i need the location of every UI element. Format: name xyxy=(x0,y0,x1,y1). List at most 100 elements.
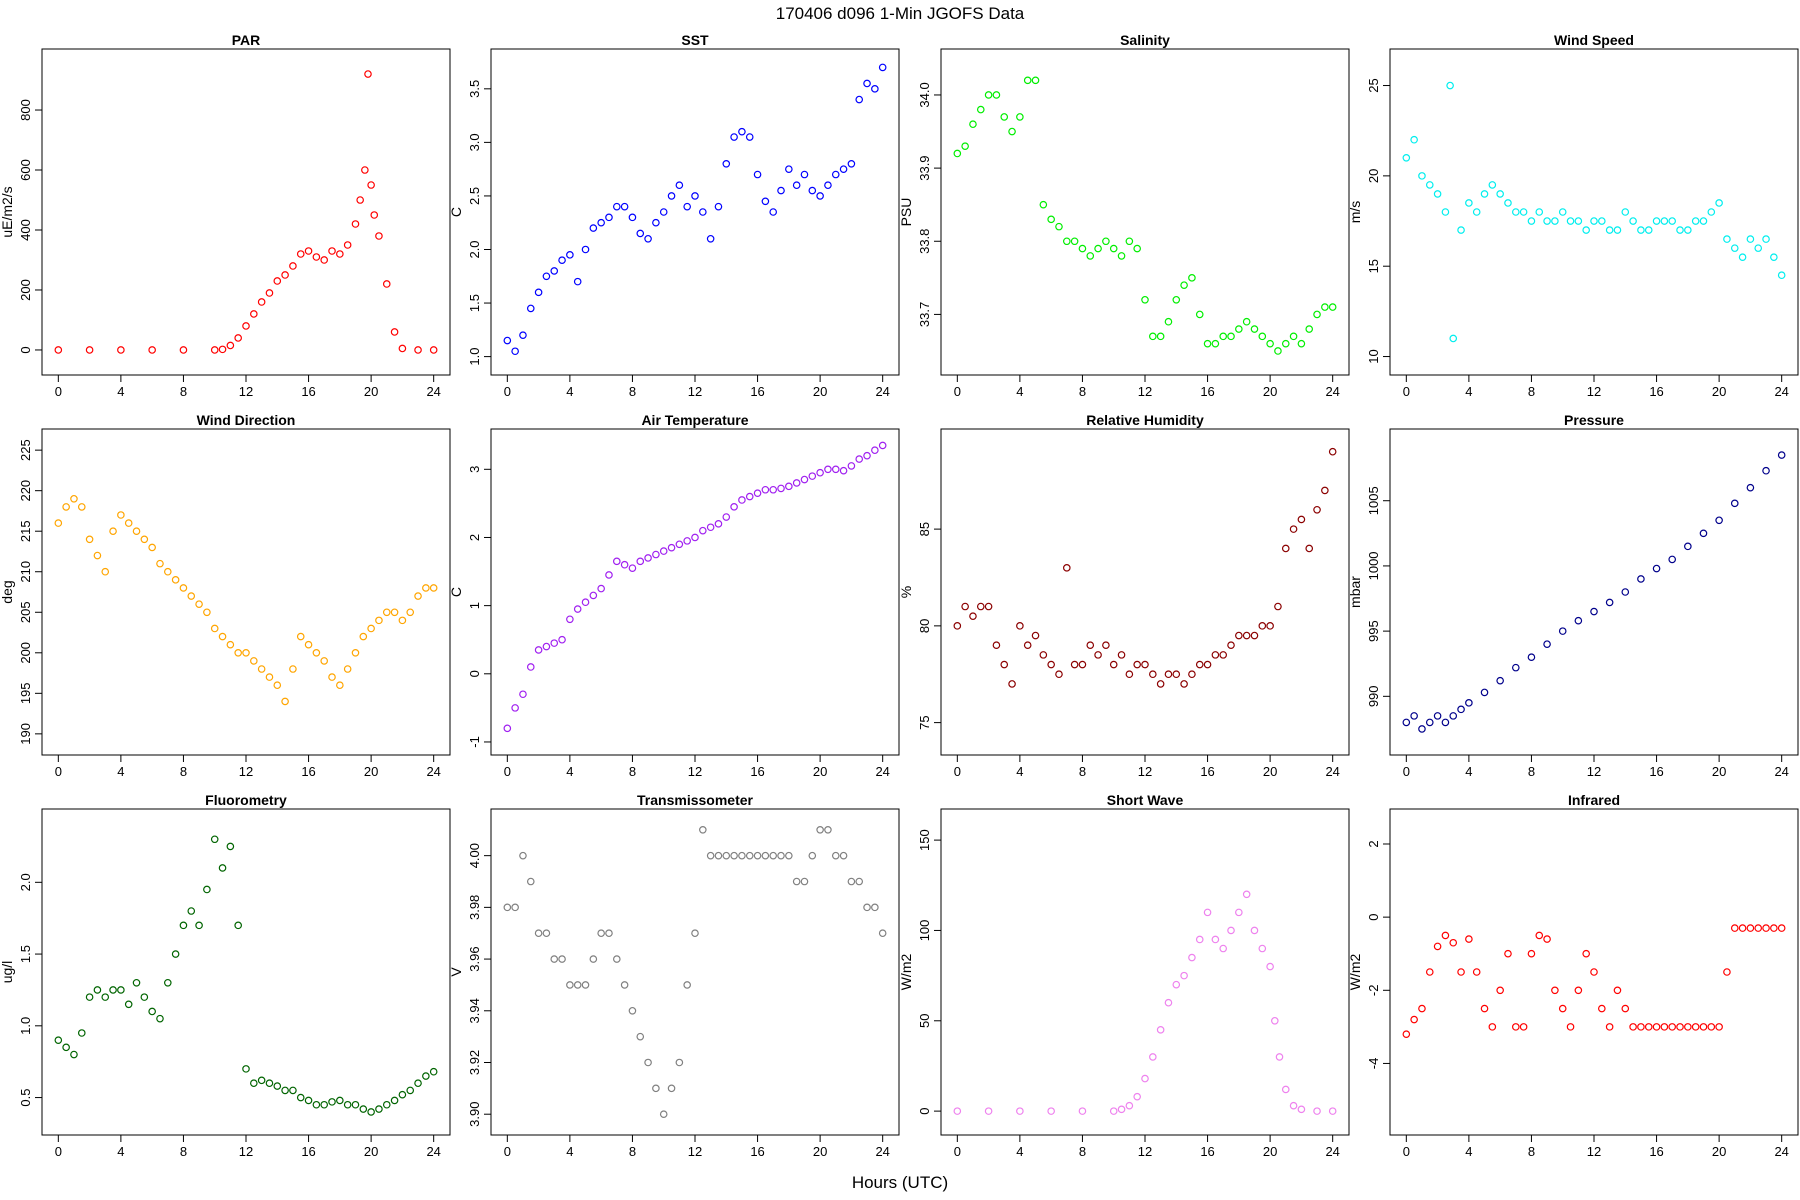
data-point xyxy=(699,526,707,535)
data-point xyxy=(1086,252,1095,260)
data-point xyxy=(597,218,605,227)
data-point xyxy=(831,465,840,474)
data-point xyxy=(1008,127,1016,136)
y-tick-label: 1005 xyxy=(1366,486,1381,515)
data-point xyxy=(1425,968,1434,976)
x-tick-label: 0 xyxy=(504,384,511,399)
data-point xyxy=(824,465,832,474)
data-point xyxy=(1433,942,1442,951)
data-point xyxy=(1707,1023,1716,1031)
data-series xyxy=(1402,81,1786,343)
data-point xyxy=(1328,447,1337,456)
data-point xyxy=(1172,980,1181,989)
data-point xyxy=(1543,217,1551,225)
x-tick-label: 0 xyxy=(1403,764,1410,779)
data-point xyxy=(1195,310,1204,319)
data-point xyxy=(1141,1074,1149,1083)
data-point xyxy=(1527,217,1536,225)
y-tick-label: 75 xyxy=(917,715,932,729)
data-point xyxy=(706,523,715,532)
data-point xyxy=(1590,217,1598,225)
data-point xyxy=(1164,317,1173,326)
x-tick-label: 12 xyxy=(1587,1144,1601,1159)
x-tick-label: 24 xyxy=(1774,1144,1788,1159)
data-point xyxy=(356,196,364,204)
data-point xyxy=(1558,1004,1567,1013)
data-point xyxy=(250,657,258,665)
data-point xyxy=(1738,924,1747,932)
data-point xyxy=(1410,135,1418,144)
data-point xyxy=(382,280,391,288)
x-tick-label: 16 xyxy=(301,384,315,399)
y-tick-label: 1.0 xyxy=(18,1017,33,1035)
panel-salinity: Salinity 0 4 8 12 16 20 24 33.7 33.8 33.9 34.0 PSU xyxy=(898,32,1350,399)
data-point xyxy=(1668,555,1677,564)
data-point xyxy=(1433,712,1442,720)
data-point xyxy=(1094,244,1102,253)
data-point xyxy=(164,567,172,576)
x-tick-label: 0 xyxy=(954,1144,961,1159)
data-point xyxy=(1227,332,1235,341)
data-point xyxy=(714,202,723,211)
y-tick-label: 3.0 xyxy=(467,133,482,151)
data-point xyxy=(534,929,543,938)
data-point xyxy=(511,704,519,712)
panel-title: Fluorometry xyxy=(205,792,287,808)
data-point xyxy=(878,929,887,938)
data-point xyxy=(566,251,574,259)
data-point xyxy=(839,466,848,475)
data-point xyxy=(785,165,793,173)
x-tick-label: 8 xyxy=(1528,1144,1535,1159)
x-tick-label: 12 xyxy=(1138,384,1152,399)
data-point xyxy=(753,170,762,179)
data-point xyxy=(1418,172,1426,180)
plot-frame xyxy=(1389,428,1799,756)
data-point xyxy=(1047,215,1055,224)
y-tick-label: 200 xyxy=(18,279,33,301)
x-tick-label: 16 xyxy=(301,764,315,779)
y-tick-label: 190 xyxy=(18,723,33,745)
data-point xyxy=(164,978,172,987)
data-point xyxy=(1613,226,1622,234)
data-point xyxy=(117,346,125,354)
data-point xyxy=(367,181,375,189)
x-tick-label: 16 xyxy=(1649,1144,1663,1159)
data-point xyxy=(769,208,778,216)
x-tick-label: 24 xyxy=(426,764,440,779)
data-point xyxy=(1582,226,1590,234)
x-tick-label: 20 xyxy=(364,1144,378,1159)
data-point xyxy=(1211,651,1220,659)
data-point xyxy=(140,535,149,544)
data-point xyxy=(336,681,344,690)
data-point xyxy=(1266,962,1274,971)
y-axis-label: mbar xyxy=(1347,576,1363,608)
x-tick-label: 24 xyxy=(875,1144,889,1159)
data-point xyxy=(1410,712,1418,720)
data-point xyxy=(730,133,738,141)
x-tick-label: 24 xyxy=(426,384,440,399)
data-point xyxy=(296,632,305,641)
x-tick-label: 24 xyxy=(1325,384,1339,399)
data-point xyxy=(961,142,969,150)
data-point xyxy=(1203,908,1212,917)
data-point xyxy=(1699,529,1708,538)
data-point xyxy=(101,993,110,1001)
data-point xyxy=(273,277,282,285)
data-point xyxy=(878,63,887,72)
y-tick-label: 195 xyxy=(18,682,33,704)
data-point xyxy=(589,591,598,600)
data-point xyxy=(117,511,125,519)
y-tick-label: 2.5 xyxy=(467,187,482,205)
data-point xyxy=(382,608,391,617)
data-point xyxy=(706,851,715,860)
data-point xyxy=(847,159,856,168)
data-point xyxy=(312,648,321,657)
data-point xyxy=(289,1086,297,1095)
data-point xyxy=(1449,938,1458,947)
data-point xyxy=(1000,113,1009,121)
data-point xyxy=(1211,339,1220,348)
data-point xyxy=(503,336,512,345)
data-point xyxy=(1777,924,1786,932)
data-point xyxy=(1055,670,1063,679)
